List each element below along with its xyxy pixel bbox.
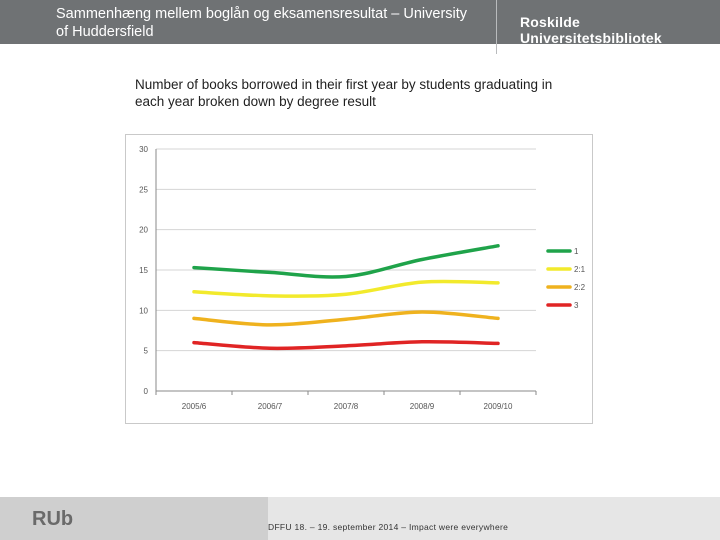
chart-frame: 0 5 10 15 20 25 30 2005/6 2006/7 2007/8 2008/9 2009… — [125, 134, 593, 424]
data-point-series-2 — [344, 292, 348, 296]
y-tick-label: 10 — [139, 306, 148, 315]
x-tick-label: 2007/8 — [334, 402, 359, 411]
chart-subtitle: Number of books borrowed in their first … — [135, 77, 553, 109]
data-point-series-4 — [344, 344, 348, 348]
x-tick-label: 2008/9 — [410, 402, 435, 411]
data-point-series-3 — [496, 316, 500, 320]
data-point-series-1 — [344, 274, 348, 278]
legend-label: 2:1 — [574, 265, 586, 274]
x-tick-label: 2006/7 — [258, 402, 283, 411]
y-tick-label: 30 — [139, 145, 148, 154]
data-point-series-3 — [420, 310, 424, 314]
data-point-series-4 — [268, 346, 272, 350]
institution-logo: Roskilde Universitetsbibliotek — [520, 14, 662, 46]
legend-label: 2:2 — [574, 283, 586, 292]
data-point-series-4 — [496, 341, 500, 345]
data-point-series-1 — [496, 244, 500, 248]
data-point-series-1 — [192, 266, 196, 270]
page-title: Sammenhæng mellem boglån og eksamensresu… — [56, 6, 468, 40]
x-tick-label: 2009/10 — [484, 402, 513, 411]
data-point-series-4 — [192, 341, 196, 345]
footer-logo-panel — [0, 497, 268, 540]
data-point-series-4 — [420, 340, 424, 344]
legend-label: 1 — [574, 247, 579, 256]
data-point-series-2 — [268, 294, 272, 298]
series-line-1 — [192, 244, 500, 279]
y-tick-label: 15 — [139, 266, 148, 275]
line-chart: 0 5 10 15 20 25 30 2005/6 2006/7 2007/8 2008/9 2009… — [139, 145, 586, 411]
x-tick-label: 2005/6 — [182, 402, 207, 411]
y-tick-label: 5 — [144, 347, 149, 356]
data-point-series-1 — [268, 270, 272, 274]
data-point-series-3 — [268, 323, 272, 327]
data-point-series-2 — [496, 281, 500, 285]
y-tick-label: 20 — [139, 226, 148, 235]
data-point-series-2 — [420, 280, 424, 284]
data-point-series-3 — [344, 317, 348, 321]
header-divider — [496, 0, 497, 54]
data-point-series-1 — [420, 258, 424, 262]
data-point-series-2 — [192, 290, 196, 294]
footer-text: DFFU 18. – 19. september 2014 – Impact w… — [268, 522, 509, 532]
header-bar — [0, 0, 720, 44]
legend-label: 3 — [574, 301, 579, 310]
y-tick-label: 25 — [139, 185, 148, 194]
data-point-series-3 — [192, 316, 196, 320]
y-tick-label: 0 — [144, 387, 149, 396]
footer-logo: RUb — [32, 508, 74, 530]
